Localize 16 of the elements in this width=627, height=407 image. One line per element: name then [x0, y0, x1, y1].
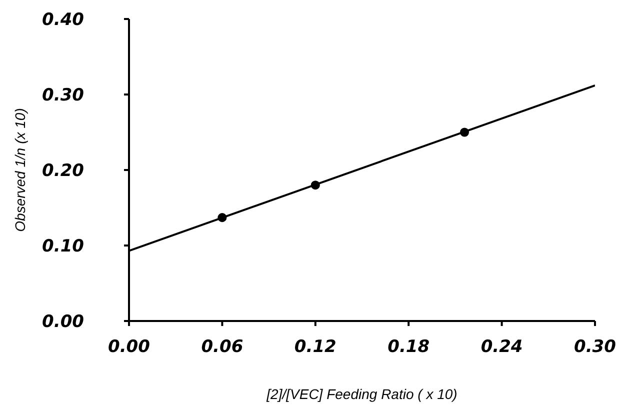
- x-tick-label: 0.24: [480, 337, 523, 358]
- y-tick-label: 0.10: [42, 236, 84, 257]
- y-tick-label: 0.00: [42, 312, 84, 332]
- x-tick-label: 0.18: [388, 337, 430, 358]
- y-tick-label: 0.30: [42, 86, 84, 106]
- y-tick-label: 0.20: [42, 161, 84, 182]
- x-tick-label: 0.06: [201, 337, 244, 358]
- point: [460, 128, 470, 137]
- x-tick-label: 0.00: [108, 337, 150, 358]
- x-tick-label: 0.30: [574, 337, 616, 358]
- y-tick-label: 0.40: [42, 10, 84, 30]
- y-axis-title: Observed 1/n (x 10): [12, 108, 28, 232]
- point: [218, 213, 227, 222]
- point: [310, 180, 320, 190]
- x-axis-title: [2]/[VEC] Feeding Ratio ( x 10): [266, 386, 458, 402]
- x-tick-label: 0.12: [294, 337, 336, 358]
